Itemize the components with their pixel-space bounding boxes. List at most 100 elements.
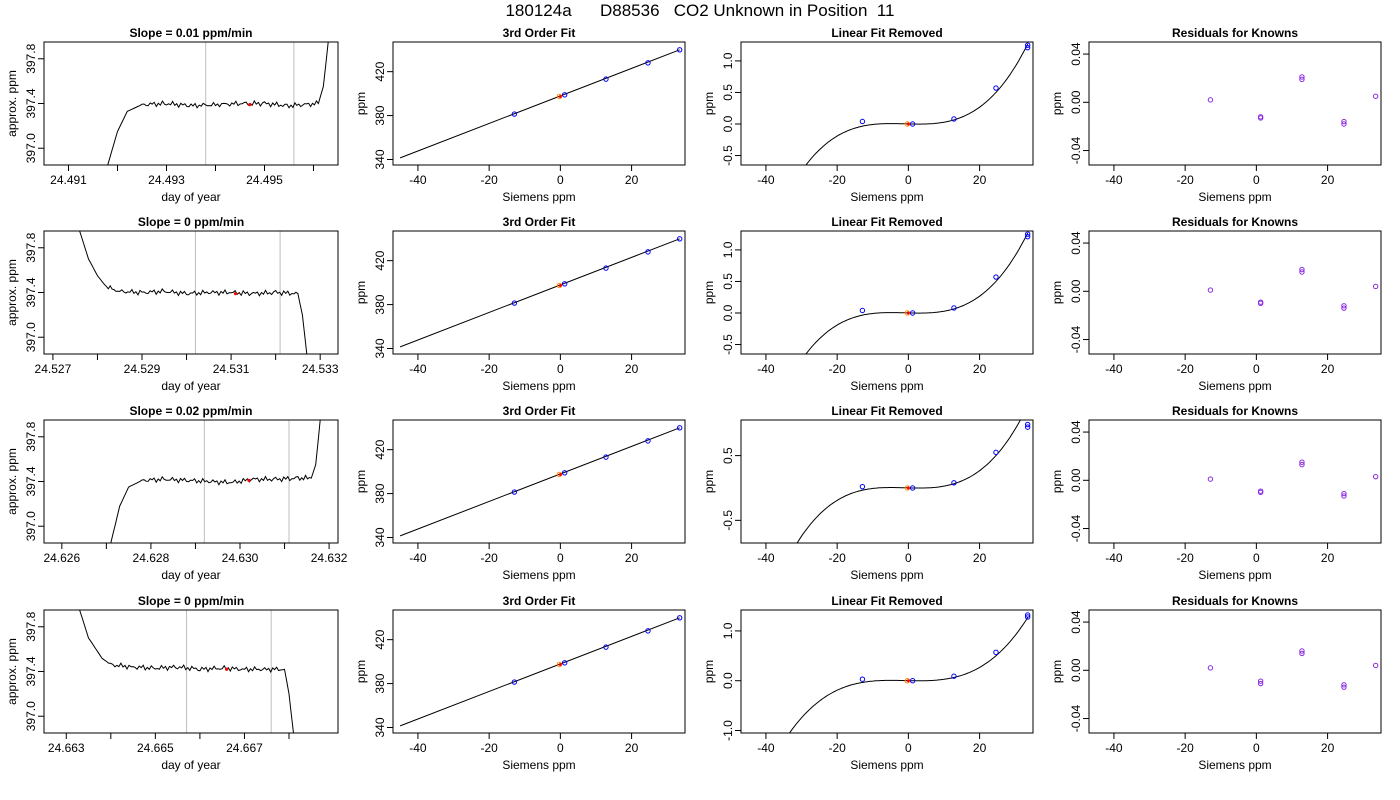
residual-point xyxy=(1372,662,1379,669)
y-axis-label: ppm xyxy=(1050,470,1064,493)
x-tick-label: 0 xyxy=(1253,173,1260,187)
fit-line xyxy=(399,238,680,348)
x-tick-label: -20 xyxy=(1176,362,1194,376)
plot-area xyxy=(79,610,294,733)
panel-frame xyxy=(392,41,686,166)
fit-curve xyxy=(805,232,1029,354)
y-tick-label: -1.0 xyxy=(721,720,735,741)
residual-point xyxy=(1299,461,1305,468)
plot-area xyxy=(788,612,1031,733)
x-tick-label: 24.632 xyxy=(311,551,348,565)
x-tick-label: -20 xyxy=(480,551,498,565)
unknown-point xyxy=(558,94,562,98)
known-point xyxy=(645,438,651,444)
panel-4-1: Slope = 0 ppm/min 24.663 24.665 24.667 397.0… xyxy=(5,594,339,772)
y-tick-label: 0.5 xyxy=(721,84,735,101)
plot-area xyxy=(107,42,329,165)
x-tick-label: -40 xyxy=(409,741,427,755)
y-tick-label: 397.8 xyxy=(24,43,38,73)
x-axis-label: Siemens ppm xyxy=(502,758,575,772)
residual-point xyxy=(1207,97,1214,103)
x-axis-label: day of year xyxy=(161,190,220,204)
known-point xyxy=(859,307,866,314)
y-axis-label: ppm xyxy=(354,281,368,304)
x-tick-label: 0 xyxy=(905,741,912,755)
known-point xyxy=(859,676,866,682)
y-axis-label: ppm xyxy=(702,92,716,115)
residual-point xyxy=(1257,300,1264,307)
unknown-point xyxy=(906,311,910,315)
y-tick-label: 397.4 xyxy=(24,656,38,686)
x-tick-label: -20 xyxy=(828,362,846,376)
x-tick-label: 24.495 xyxy=(246,173,283,187)
y-tick-label: 397.0 xyxy=(24,322,38,352)
panel-title: Linear Fit Removed xyxy=(831,215,942,229)
known-point xyxy=(1024,421,1031,428)
panel-2-4: Residuals for Knowns -40 -20 0 20 -0.04 0.00 0.… xyxy=(1050,215,1382,393)
known-point xyxy=(511,111,518,117)
known-point xyxy=(951,116,957,122)
known-point xyxy=(645,628,651,634)
plot-area xyxy=(399,47,683,159)
y-tick-label: 380 xyxy=(373,294,387,314)
x-axis-label: Siemens ppm xyxy=(502,379,575,393)
known-point xyxy=(645,249,651,255)
x-tick-label: 0 xyxy=(557,173,564,187)
x-tick-label: 24.665 xyxy=(137,741,174,755)
x-axis-label: Siemens ppm xyxy=(1198,758,1271,772)
y-tick-label: -0.04 xyxy=(1069,705,1083,733)
x-tick-label: 20 xyxy=(625,362,639,376)
panel-1-2: 3rd Order Fit -40 -20 0 20 340 380 420 Siemens p… xyxy=(354,26,686,204)
plot-area xyxy=(79,231,308,354)
known-point xyxy=(859,483,866,490)
x-tick-label: 0 xyxy=(557,551,564,565)
known-point xyxy=(951,305,957,311)
x-axis-label: Siemens ppm xyxy=(1198,568,1271,582)
x-tick-label: 24.628 xyxy=(133,551,170,565)
y-tick-label: 340 xyxy=(373,717,387,737)
x-tick-label: -40 xyxy=(757,173,775,187)
known-point xyxy=(909,678,916,684)
unknown-marker xyxy=(248,103,252,107)
y-tick-label: 0.00 xyxy=(1069,90,1083,114)
known-point xyxy=(951,673,957,679)
x-tick-label: -40 xyxy=(1105,173,1123,187)
panel-frame xyxy=(392,419,686,544)
x-axis-label: Siemens ppm xyxy=(850,568,923,582)
x-tick-label: 24.491 xyxy=(50,173,87,187)
panel-title: Linear Fit Removed xyxy=(831,404,942,418)
panel-title: 3rd Order Fit xyxy=(503,26,576,40)
x-tick-label: -40 xyxy=(409,362,427,376)
panel-title: Slope = 0.01 ppm/min xyxy=(129,26,252,40)
y-tick-label: 397.8 xyxy=(24,232,38,262)
fit-curve xyxy=(796,420,1021,543)
fit-line xyxy=(399,427,680,537)
known-point xyxy=(1024,42,1031,48)
x-tick-label: -40 xyxy=(409,551,427,565)
y-tick-label: 0.04 xyxy=(1069,42,1083,66)
panel-frame xyxy=(1088,41,1382,166)
plot-area xyxy=(399,425,683,537)
residual-point xyxy=(1207,665,1214,671)
panel-4-4: Residuals for Knowns -40 -20 0 20 -0.04 0.00 0.… xyxy=(1050,594,1382,772)
y-tick-label: -0.04 xyxy=(1069,515,1083,543)
known-point xyxy=(676,236,683,242)
panel-title: Residuals for Knowns xyxy=(1172,26,1298,40)
residual-point xyxy=(1372,93,1379,99)
y-tick-label: 380 xyxy=(373,105,387,125)
known-point xyxy=(993,449,999,456)
residual-point xyxy=(1299,74,1305,80)
residual-point xyxy=(1341,490,1347,497)
fit-curve xyxy=(805,43,1029,165)
residual-point xyxy=(1207,287,1214,293)
y-tick-label: 340 xyxy=(373,338,387,358)
unknown-point xyxy=(558,662,562,666)
x-tick-label: 0 xyxy=(905,362,912,376)
x-tick-label: 0 xyxy=(557,362,564,376)
y-axis-label: approx. ppm xyxy=(5,70,19,137)
unknown-point xyxy=(558,283,562,287)
y-tick-label: 0.0 xyxy=(721,672,735,689)
residual-point xyxy=(1257,489,1264,496)
x-axis-label: Siemens ppm xyxy=(850,190,923,204)
